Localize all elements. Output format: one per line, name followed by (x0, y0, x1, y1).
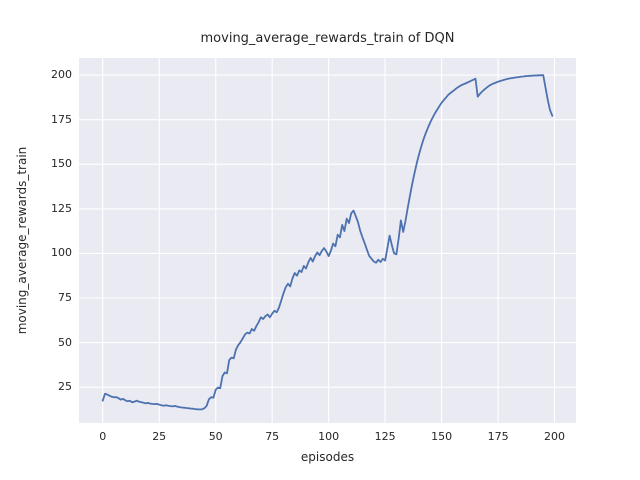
y-tick-label-175: 175 (51, 112, 72, 126)
x-tick-label-175: 175 (487, 430, 509, 443)
axes-background (79, 58, 576, 423)
y-tick-label-125: 125 (51, 201, 72, 215)
x-tick-label-75: 75 (265, 430, 280, 443)
x-tick-label-100: 100 (318, 430, 340, 443)
x-tick-label-50: 50 (208, 430, 223, 443)
x-tick-label-200: 200 (544, 430, 565, 443)
x-tick-label-125: 125 (374, 430, 396, 443)
x-tick-label-0: 0 (99, 430, 107, 443)
y-tick-label-100: 100 (51, 246, 72, 260)
y-axis-label: moving_average_rewards_train (15, 146, 29, 335)
y-tick-label-25: 25 (58, 380, 72, 394)
x-tick-label-150: 150 (431, 430, 453, 443)
y-tick-label-75: 75 (58, 291, 72, 304)
chart-title: moving_average_rewards_train of DQN (200, 31, 455, 46)
y-tick-label-200: 200 (51, 68, 72, 82)
y-tick-label-50: 50 (58, 335, 72, 349)
data-line-0 (101, 74, 554, 411)
x-tick-label-25: 25 (152, 430, 167, 443)
y-tick-label-150: 150 (51, 157, 72, 171)
x-axis-label: episodes (300, 450, 355, 464)
